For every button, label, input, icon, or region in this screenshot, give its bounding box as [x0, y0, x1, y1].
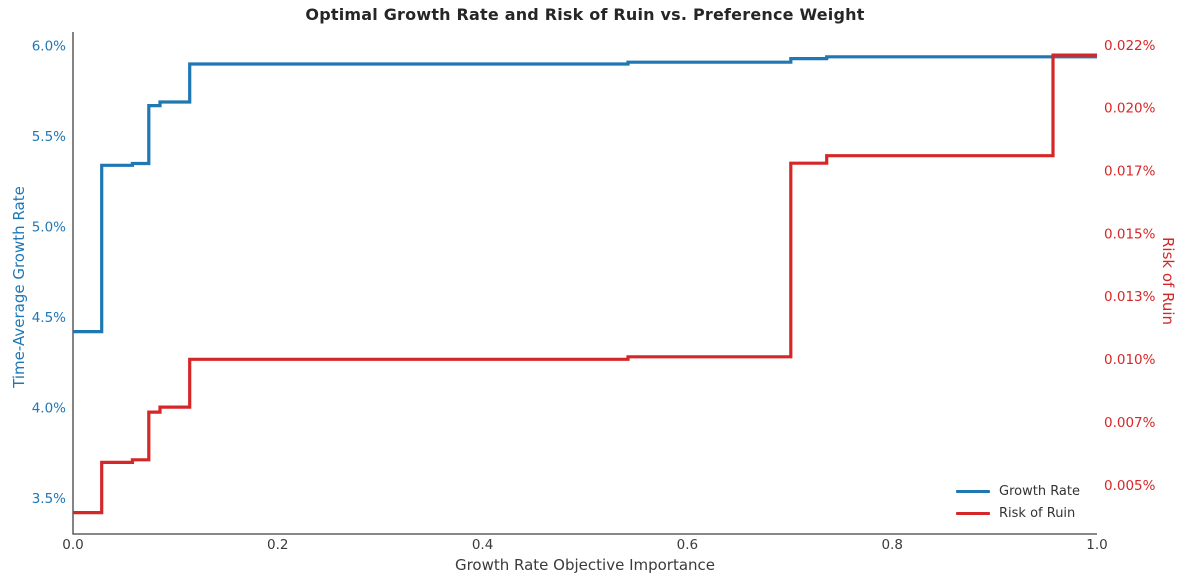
right-y-axis-label: Risk of Ruin — [1159, 236, 1177, 326]
growth-rate-line-swatch — [956, 490, 990, 493]
legend-item-growth-rate: Growth Rate — [956, 483, 1080, 500]
left-tick-label: 5.0% — [32, 220, 66, 236]
x-tick-label: 1.0 — [1086, 537, 1107, 553]
right-tick-label: 0.017% — [1104, 164, 1156, 180]
right-tick-label: 0.022% — [1104, 38, 1156, 54]
chart-title: Optimal Growth Rate and Risk of Ruin vs.… — [305, 5, 865, 24]
right-tick-label: 0.020% — [1104, 101, 1156, 117]
risk-of-ruin-line-swatch — [956, 512, 990, 515]
legend-label: Risk of Ruin — [999, 506, 1076, 521]
left-tick-label: 3.5% — [32, 491, 66, 507]
left-tick-label: 4.0% — [32, 400, 66, 416]
x-tick-label: 0.2 — [267, 537, 288, 553]
left-tick-label: 4.5% — [32, 310, 66, 326]
growth-rate-line — [73, 55, 1097, 334]
x-tick-label: 0.4 — [472, 537, 493, 553]
x-axis-label: Growth Rate Objective Importance — [454, 556, 716, 574]
left-y-axis-label: Time-Average Growth Rate — [10, 186, 28, 388]
right-tick-label: 0.013% — [1104, 289, 1156, 305]
axes-spines — [72, 32, 1097, 535]
risk-of-ruin-line — [73, 53, 1097, 515]
x-tick-label: 0.8 — [881, 537, 902, 553]
right-tick-label: 0.005% — [1104, 478, 1156, 494]
left-tick-label: 5.5% — [32, 129, 66, 145]
legend-label: Growth Rate — [999, 484, 1080, 499]
right-tick-label: 0.015% — [1104, 226, 1156, 242]
right-tick-label: 0.007% — [1104, 415, 1156, 431]
legend-item-risk-of-ruin: Risk of Ruin — [956, 505, 1080, 522]
right-tick-label: 0.010% — [1104, 352, 1156, 368]
left-tick-label: 6.0% — [32, 39, 66, 55]
x-tick-label: 0.0 — [62, 537, 83, 553]
x-tick-label: 0.6 — [677, 537, 698, 553]
legend: Growth Rate Risk of Ruin — [956, 483, 1080, 522]
